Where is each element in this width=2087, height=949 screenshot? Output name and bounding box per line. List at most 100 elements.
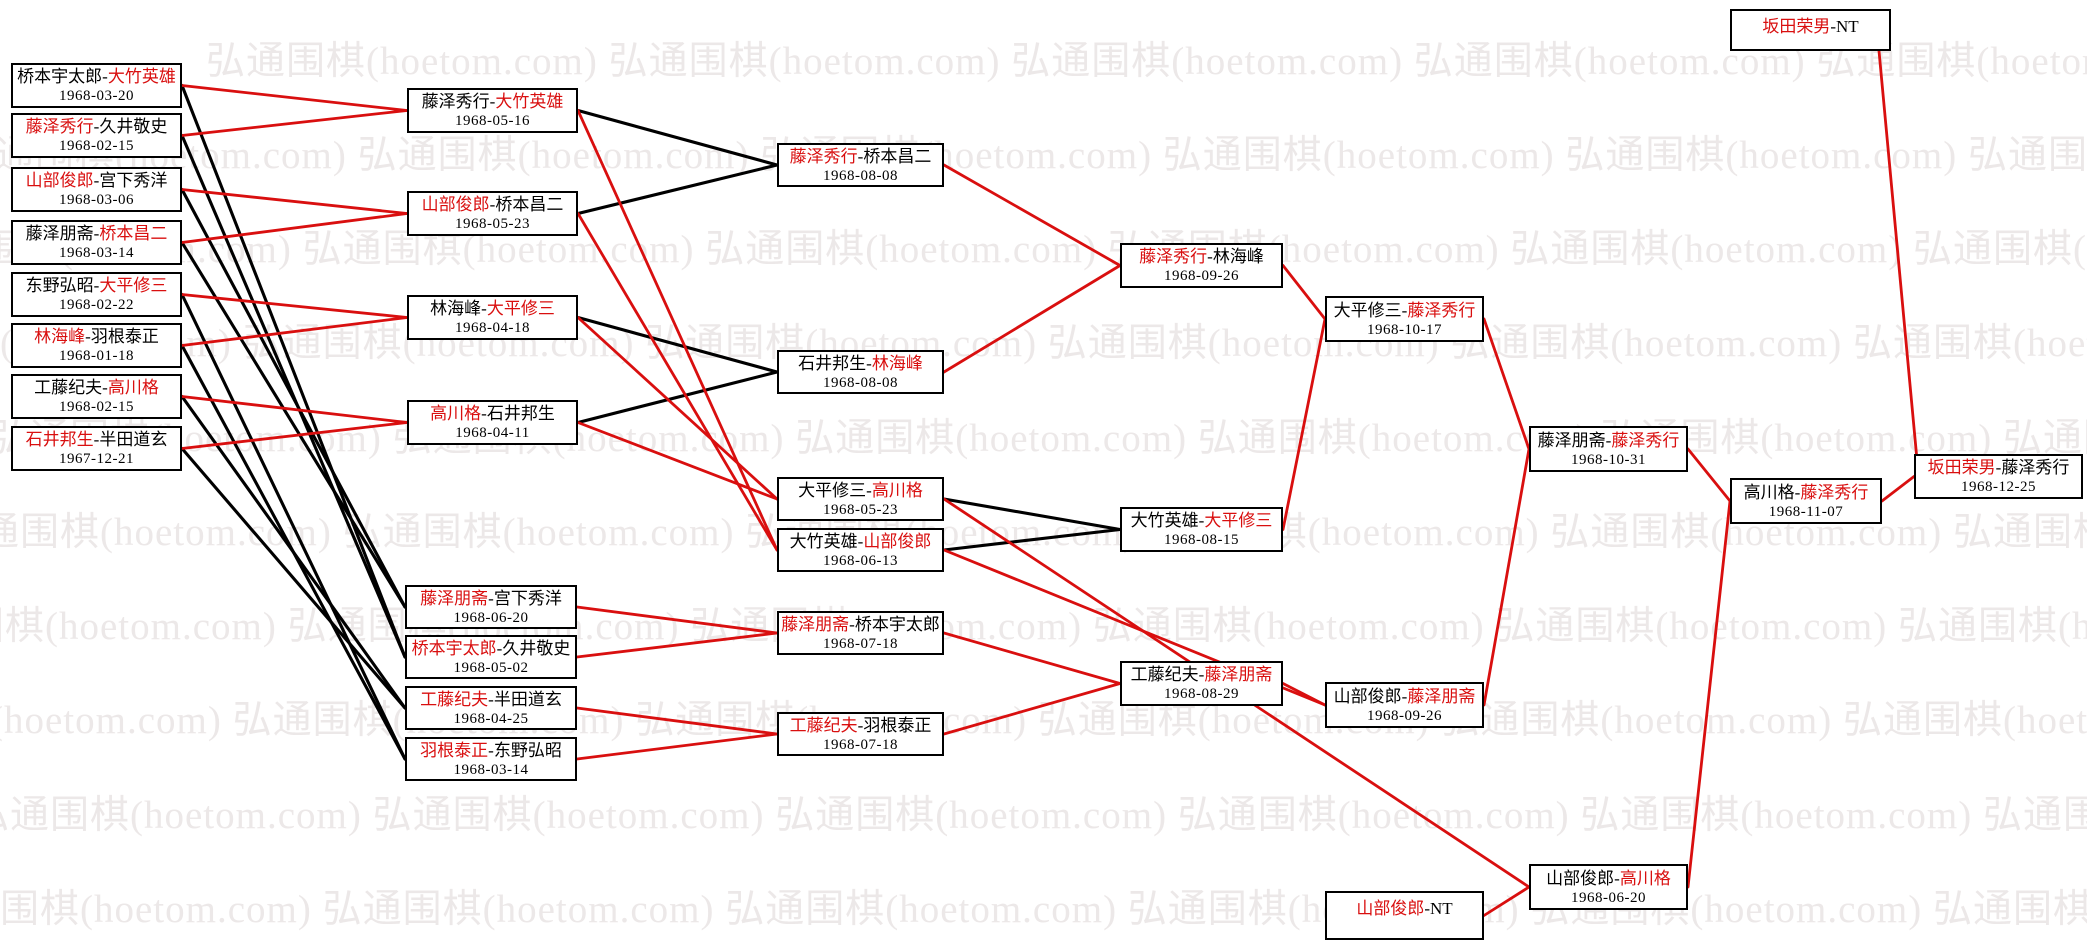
match-date: 1968-05-23	[455, 216, 530, 232]
connector-c5nt-c6b2	[1482, 885, 1531, 917]
player-right: 羽根泰正	[863, 715, 932, 735]
match-date: 1968-02-15	[59, 399, 134, 415]
connector-c2u2-c3b4	[576, 212, 779, 552]
match-box-c1b7: 工藤纪夫-高川格 1968-02-15	[11, 374, 182, 419]
watermark-text: 弘通围棋(hoetom.com) 弘通围棋(hoetom.com) 弘通围棋(h…	[0, 794, 2087, 837]
match-box-c3b6: 工藤纪夫-羽根泰正 1968-07-18	[777, 712, 944, 756]
player-left: 山部俊郎	[1333, 686, 1402, 706]
match-date: 1968-11-07	[1768, 503, 1844, 520]
players-separator: -	[102, 378, 108, 397]
players-separator: -	[1401, 686, 1408, 706]
match-date: 1968-05-16	[455, 113, 530, 129]
players-separator: -	[85, 327, 91, 346]
player-left: 山部俊郎	[421, 195, 490, 214]
watermark-text: 弘通围棋(hoetom.com) 弘通围棋(hoetom.com) 弘通围棋(h…	[0, 322, 2087, 365]
player-right: 大竹英雄	[495, 92, 564, 111]
player-right: NT	[1430, 899, 1453, 918]
player-left: 石井邦生	[25, 430, 94, 449]
players-separator: -	[93, 430, 100, 449]
connector-c5b2-c6b1	[1482, 447, 1531, 707]
player-left: 工藤纪夫	[420, 689, 489, 709]
player-left: 工藤纪夫	[1130, 665, 1199, 684]
match-box-c3b4: 大竹英雄-山部俊郎 1968-06-13	[777, 528, 944, 572]
player-right: 羽根泰正	[90, 327, 159, 346]
connector-c1b3-c2u2	[180, 188, 409, 215]
player-left: 坂田荣男	[1927, 458, 1996, 477]
player-left: 林海峰	[430, 299, 482, 318]
connector-c2l4-c3b6	[575, 732, 779, 761]
match-players: 工藤纪夫-半田道玄	[420, 689, 562, 710]
connector-c2l2-c3b5	[575, 631, 779, 659]
player-left: 大竹英雄	[789, 531, 858, 551]
players-separator: -	[481, 299, 487, 318]
match-date: 1968-03-14	[59, 245, 134, 261]
players-separator: -	[1794, 482, 1801, 502]
player-right: 东野弘昭	[493, 740, 562, 760]
match-players: 工藤纪夫-藤泽朋斋	[1131, 664, 1273, 685]
players-separator: -	[488, 740, 494, 760]
match-box-c2u3: 林海峰-大平修三 1968-04-18	[407, 295, 578, 340]
match-players: 大平修三-高川格	[798, 480, 923, 501]
connector-c2u1-c3b4	[576, 109, 779, 552]
player-right: 藤泽朋斋	[1204, 665, 1273, 684]
match-players: 高川格-石井邦生	[430, 403, 555, 424]
match-players: 藤泽秀行-大竹英雄	[422, 91, 564, 112]
match-date: 1968-10-17	[1367, 321, 1442, 338]
match-players: 大竹英雄-大平修三	[1131, 510, 1273, 531]
match-box-c8nt: 坂田荣男-NT	[1730, 9, 1891, 51]
match-players: 工藤纪夫-高川格	[34, 377, 159, 398]
player-right: 山部俊郎	[863, 531, 932, 551]
player-left: 藤泽朋斋	[25, 224, 94, 243]
connector-c2u3-c3b3	[576, 316, 779, 501]
players-separator: -	[1207, 247, 1213, 266]
match-players: 藤泽朋斋-桥本宇太郎	[781, 614, 940, 635]
match-date: 1968-08-29	[1164, 686, 1239, 702]
connector-c2u4-c3b3	[576, 421, 779, 501]
player-right: 藤泽秀行	[2001, 458, 2070, 477]
player-right: 大平修三	[486, 299, 555, 318]
match-box-c3b5: 藤泽朋斋-桥本宇太郎 1968-07-18	[777, 611, 944, 655]
players-separator: -	[93, 117, 100, 136]
match-box-c6b2: 山部俊郎-高川格 1968-06-20	[1529, 864, 1688, 910]
player-left: 工藤纪夫	[34, 378, 103, 397]
match-players: 山部俊郎-桥本昌二	[422, 194, 564, 215]
match-date: 1968-05-23	[823, 501, 898, 518]
player-right: 藤泽秀行	[1407, 300, 1476, 320]
connector-c2u1-c3b1	[576, 108, 779, 167]
players-separator: -	[102, 67, 108, 86]
match-players: 东野弘昭-大平修三	[26, 275, 168, 296]
watermark-text: 弘通围棋(hoetom.com) 弘通围棋(hoetom.com) 弘通围棋(h…	[0, 888, 2087, 931]
match-players: 藤泽朋斋-藤泽秀行	[1538, 430, 1680, 451]
match-players: 高川格-藤泽秀行	[1744, 482, 1869, 503]
match-box-c1b5: 东野弘昭-大平修三 1968-02-22	[11, 272, 182, 317]
players-separator: -	[93, 276, 100, 295]
player-left: 藤泽秀行	[789, 146, 858, 166]
players-separator: -	[1198, 665, 1205, 684]
connector-c3b1-c4b1	[942, 163, 1122, 267]
player-left: 高川格	[1743, 482, 1795, 502]
connector-c1b5-c2l4	[180, 292, 407, 761]
player-left: 大平修三	[798, 480, 867, 500]
match-box-c2l2: 桥本宇太郎-久井敬史 1968-05-02	[405, 635, 577, 679]
players-separator: -	[481, 404, 487, 423]
players-separator: -	[496, 638, 503, 658]
match-players: 山部俊郎-宫下秀洋	[26, 170, 168, 191]
connector-c1b5-c2u3	[180, 293, 409, 319]
match-box-c8: 坂田荣男-藤泽秀行 1968-12-25	[1914, 454, 2083, 499]
connector-c1b1-c2u1	[180, 84, 409, 112]
connector-c8nt-c8	[1877, 49, 1919, 462]
match-players: 藤泽朋斋-宫下秀洋	[420, 588, 562, 609]
match-box-c1b1: 桥本宇太郎-大竹英雄 1968-03-20	[11, 63, 182, 108]
match-players: 桥本宇太郎-久井敬史	[412, 638, 571, 659]
match-box-c1b3: 山部俊郎-宫下秀洋 1968-03-06	[11, 167, 182, 212]
match-date: 1968-04-18	[455, 320, 530, 336]
player-left: 坂田荣男	[1762, 17, 1831, 36]
match-date: 1968-06-13	[823, 552, 898, 569]
match-box-c4b2: 大竹英雄-大平修三 1968-08-15	[1120, 507, 1283, 552]
players-separator: -	[1605, 430, 1612, 450]
connector-c7-c8	[1880, 475, 1916, 503]
player-left: 山部俊郎	[1546, 868, 1615, 888]
match-players: 坂田荣男-NT	[1762, 16, 1858, 37]
match-players: 林海峰-羽根泰正	[34, 326, 159, 347]
match-date: 1968-08-08	[823, 167, 898, 184]
